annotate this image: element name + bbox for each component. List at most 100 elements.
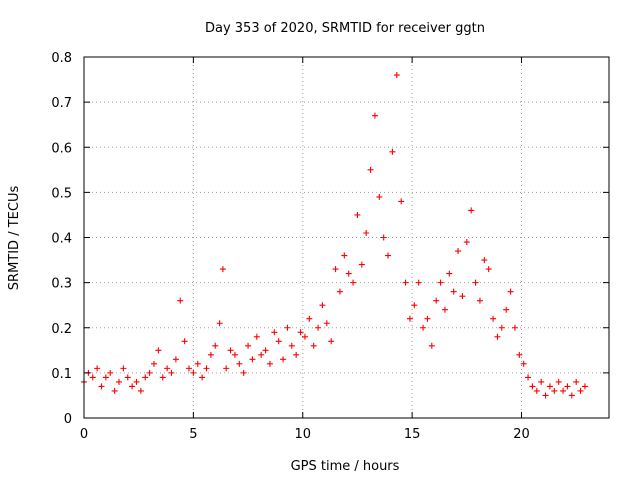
- data-point: [516, 351, 523, 358]
- data-point: [177, 297, 184, 304]
- data-point: [94, 365, 101, 372]
- data-point: [245, 342, 252, 349]
- data-point: [159, 374, 166, 381]
- data-point: [389, 148, 396, 155]
- data-point: [133, 378, 140, 385]
- data-point: [520, 360, 527, 367]
- data-point: [551, 387, 558, 394]
- data-point: [151, 360, 157, 367]
- data-point: [507, 288, 514, 295]
- data-point: [398, 198, 405, 205]
- data-point: [315, 324, 322, 331]
- data-point: [437, 279, 444, 286]
- data-point: [297, 329, 304, 336]
- data-point: [332, 266, 339, 273]
- data-point: [98, 383, 105, 390]
- data-point: [463, 239, 470, 246]
- data-point: [107, 369, 114, 376]
- data-point: [172, 356, 179, 363]
- chart-title: Day 353 of 2020, SRMTID for receiver ggt…: [205, 21, 485, 36]
- data-point: [402, 279, 409, 286]
- data-point: [181, 338, 188, 345]
- data-point: [472, 279, 479, 286]
- data-point: [124, 374, 131, 381]
- data-point: [288, 342, 295, 349]
- data-point: [428, 342, 435, 349]
- data-point: [231, 351, 238, 358]
- data-point: [376, 193, 383, 200]
- data-point: [336, 288, 343, 295]
- x-axis-label: GPS time / hours: [291, 459, 400, 474]
- data-point: [363, 229, 370, 236]
- data-point: [341, 252, 348, 259]
- data-point: [450, 288, 457, 295]
- data-point: [560, 387, 567, 394]
- data-point: [142, 374, 149, 381]
- data-point: [271, 329, 278, 336]
- x-tick-label: 10: [294, 427, 311, 442]
- data-point: [481, 257, 488, 264]
- x-tick-label: 5: [189, 427, 197, 442]
- data-point: [310, 342, 317, 349]
- data-point: [301, 333, 308, 340]
- data-point: [367, 166, 374, 173]
- data-point: [424, 315, 431, 322]
- data-point: [258, 351, 265, 358]
- data-point: [266, 360, 273, 367]
- y-tick-label: 0: [64, 412, 72, 427]
- data-point: [525, 374, 532, 381]
- data-point: [111, 387, 118, 394]
- data-point: [168, 369, 175, 376]
- data-point: [227, 347, 234, 354]
- data-point: [236, 360, 243, 367]
- data-point: [164, 365, 171, 372]
- data-point: [459, 293, 466, 300]
- data-point: [371, 112, 378, 119]
- data-point: [216, 320, 223, 327]
- data-point: [568, 392, 575, 399]
- y-tick-label: 0.5: [51, 186, 72, 201]
- data-point: [385, 252, 392, 259]
- y-tick-label: 0.3: [51, 277, 72, 292]
- data-point: [350, 279, 357, 286]
- data-point: [240, 369, 247, 376]
- data-point: [186, 365, 192, 372]
- data-point: [328, 338, 335, 345]
- data-point: [116, 378, 122, 385]
- data-point: [564, 383, 571, 390]
- data-point: [411, 302, 418, 309]
- data-point: [503, 306, 510, 313]
- data-point: [529, 383, 536, 390]
- data-point: [306, 315, 313, 322]
- data-point: [262, 347, 269, 354]
- data-points: [81, 72, 588, 399]
- x-tick-label: 0: [80, 427, 88, 442]
- data-point: [433, 297, 440, 304]
- data-point: [146, 369, 153, 376]
- y-tick-label: 0.8: [51, 51, 72, 66]
- axis-ticks: 0 5 10 15 20 0 0.1 0.2 0.3 0.4 0.5 0.6 0.7 0.8: [51, 51, 609, 442]
- data-point: [542, 392, 549, 399]
- y-tick-label: 0.6: [51, 141, 72, 156]
- data-point: [490, 315, 497, 322]
- data-point: [212, 342, 219, 349]
- y-axis-label: SRMTID / TECUs: [7, 186, 22, 291]
- data-point: [358, 261, 365, 268]
- data-point: [406, 315, 413, 322]
- data-point: [555, 378, 562, 385]
- data-point: [323, 320, 330, 327]
- data-point: [441, 306, 448, 313]
- data-point: [380, 234, 387, 241]
- data-point: [577, 387, 584, 394]
- data-point: [155, 347, 162, 354]
- data-point: [253, 333, 260, 340]
- data-point: [455, 248, 462, 255]
- data-point: [275, 338, 282, 345]
- data-point: [498, 324, 505, 331]
- data-point: [494, 333, 501, 340]
- y-tick-label: 0.2: [51, 322, 72, 337]
- data-point: [137, 387, 144, 394]
- data-point: [293, 351, 300, 358]
- x-tick-label: 15: [404, 427, 421, 442]
